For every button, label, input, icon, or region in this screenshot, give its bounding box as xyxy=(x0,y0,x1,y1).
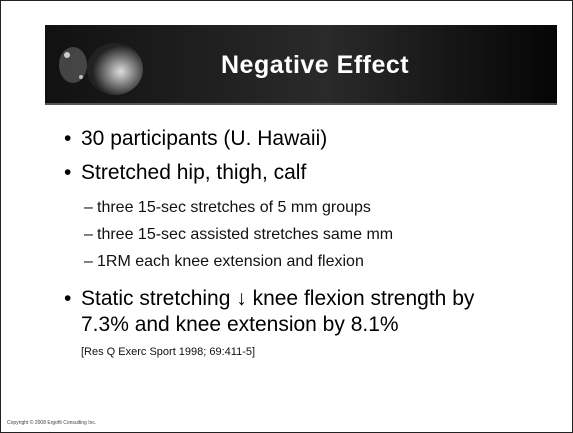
bullet-line: Static stretching ↓ knee flexion strengt… xyxy=(81,286,474,312)
sub-bullet-text: 1RM each knee extension and flexion xyxy=(97,253,364,270)
bullet: Static stretching ↓ knee flexion strengt… xyxy=(81,286,474,338)
copyright: Copyright © 2008 Ergofit Consulting Inc. xyxy=(7,420,96,426)
header-band: Negative Effect xyxy=(45,25,557,105)
bullet: Stretched hip, thigh, calf xyxy=(81,160,306,186)
sub-bullet: –three 15-sec stretches of 5 mm groups xyxy=(97,199,371,217)
bullet: 30 participants (U. Hawaii) xyxy=(81,126,327,152)
citation: [Res Q Exerc Sport 1998; 69:411-5] xyxy=(81,346,255,358)
bullet-line: 7.3% and knee extension by 8.1% xyxy=(81,312,474,338)
slide: Negative Effect 30 participants (U. Hawa… xyxy=(0,0,573,433)
header-image xyxy=(45,25,155,103)
sub-bullet: –three 15-sec assisted stretches same mm xyxy=(97,226,393,244)
sub-bullet: –1RM each knee extension and flexion xyxy=(97,253,364,271)
sub-bullet-text: three 15-sec stretches of 5 mm groups xyxy=(97,199,371,216)
sub-bullet-text: three 15-sec assisted stretches same mm xyxy=(97,226,393,243)
slide-title: Negative Effect xyxy=(221,51,409,80)
